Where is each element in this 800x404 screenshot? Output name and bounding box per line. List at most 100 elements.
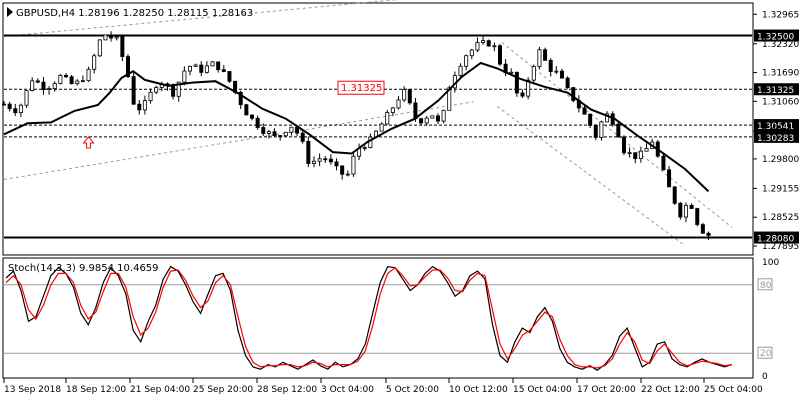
candle-body bbox=[80, 80, 85, 83]
candle-body bbox=[695, 208, 700, 226]
stoch-title: Stoch(14,3,3) 9.9854 10.4659 bbox=[8, 263, 159, 274]
candle-body bbox=[588, 113, 593, 126]
candle-body bbox=[41, 81, 46, 90]
time-tick-label: 21 Sep 04:00 bbox=[130, 385, 190, 395]
moving-average bbox=[3, 61, 710, 193]
up-arrow-icon bbox=[82, 136, 95, 149]
candle-body bbox=[531, 66, 536, 81]
candle-body bbox=[430, 115, 435, 119]
level-tag-text-1.32500: 1.32500 bbox=[757, 33, 794, 43]
price-levels: 1.32500 1.31325 1.31325 1.30541 1.30283 1.280… bbox=[4, 29, 799, 245]
candle-body bbox=[571, 87, 576, 101]
candle-body bbox=[481, 40, 486, 44]
level-tag-1.32500 bbox=[754, 29, 799, 42]
candle-body bbox=[706, 232, 711, 236]
channel-line-ascending bbox=[3, 0, 398, 37]
candle-body bbox=[396, 99, 401, 109]
candlesticks bbox=[2, 31, 711, 240]
price-tick-label: 1.32965 bbox=[762, 10, 799, 20]
level-tag-1.28080 bbox=[754, 231, 799, 244]
candle-body bbox=[86, 68, 91, 82]
candle-body bbox=[340, 165, 345, 175]
channel-lines bbox=[3, 0, 733, 247]
candle-body bbox=[435, 115, 440, 122]
candle-body bbox=[407, 89, 412, 104]
candle-body bbox=[154, 87, 159, 93]
candle-body bbox=[379, 123, 384, 132]
candle-body bbox=[390, 107, 395, 114]
chart-overlays bbox=[82, 136, 95, 149]
candle-body bbox=[216, 61, 221, 71]
candle-body bbox=[317, 158, 322, 162]
candle-body bbox=[244, 104, 249, 116]
level-tag-text-1.30541: 1.30541 bbox=[757, 122, 794, 132]
candle-body bbox=[52, 83, 57, 89]
candle-body bbox=[334, 161, 339, 167]
level-tag-text-1.31325: 1.31325 bbox=[757, 86, 794, 96]
candle-body bbox=[559, 70, 564, 79]
candle-body bbox=[199, 64, 204, 73]
candle-body bbox=[109, 34, 114, 39]
time-tick-label: 13 Sep 2018 bbox=[4, 385, 61, 395]
candle-body bbox=[554, 70, 559, 73]
time-tick-label: 5 Oct 20:00 bbox=[386, 385, 439, 395]
level-note-box bbox=[337, 80, 385, 95]
candle-body bbox=[148, 91, 153, 102]
candle-body bbox=[345, 173, 350, 176]
candle-body bbox=[187, 65, 192, 72]
candle-body bbox=[125, 56, 130, 77]
time-tick-label: 22 Oct 12:00 bbox=[641, 385, 700, 395]
channel-line-descending-lower bbox=[496, 105, 686, 247]
price-tick-label: 1.30415 bbox=[762, 127, 799, 137]
price-tick-label: 1.31060 bbox=[762, 97, 799, 107]
candle-body bbox=[272, 131, 277, 136]
channel-line-descending-upper bbox=[501, 42, 733, 228]
candle-body bbox=[514, 71, 519, 94]
candle-body bbox=[103, 34, 108, 41]
time-tick-label: 25 Sep 20:00 bbox=[193, 385, 253, 395]
time-tick-label: 17 Oct 20:00 bbox=[577, 385, 636, 395]
candle-body bbox=[328, 158, 333, 163]
candle-body bbox=[182, 70, 187, 83]
stochastic-panel: 100 80 20 0 bbox=[4, 258, 779, 382]
stoch-tick-box bbox=[757, 346, 773, 359]
price-tick-label: 1.28525 bbox=[762, 213, 799, 223]
candle-body bbox=[75, 80, 80, 85]
candle-body bbox=[621, 136, 626, 154]
stoch-series-signal bbox=[5, 266, 733, 369]
level-note-text: 1.31325 bbox=[341, 83, 382, 94]
candle-body bbox=[385, 112, 390, 125]
candle-body bbox=[599, 121, 604, 138]
candle-body bbox=[700, 224, 705, 234]
price-axis: 1.32965 1.32320 1.31690 1.31060 1.30415 1.298… bbox=[753, 10, 799, 252]
candle-body bbox=[543, 49, 548, 61]
candle-body bbox=[582, 107, 587, 115]
candle-body bbox=[227, 71, 232, 82]
candle-body bbox=[497, 45, 502, 65]
time-tick-label: 3 Oct 04:00 bbox=[321, 385, 374, 395]
stoch-tick-label: 80 bbox=[760, 281, 772, 291]
level-tag-1.30283 bbox=[754, 130, 799, 143]
price-tick-label: 1.27895 bbox=[762, 242, 799, 252]
candle-body bbox=[255, 117, 260, 128]
level-tag-1.31325 bbox=[754, 83, 799, 96]
candle-body bbox=[47, 88, 52, 90]
candle-body bbox=[458, 65, 463, 76]
candle-body bbox=[69, 76, 74, 85]
candle-body bbox=[469, 49, 474, 57]
expand-arrow-icon[interactable] bbox=[7, 7, 13, 17]
candle-body bbox=[35, 80, 40, 83]
candle-body bbox=[193, 64, 198, 67]
main-panel-frame bbox=[2, 2, 754, 256]
stoch-series-main bbox=[5, 265, 733, 372]
candle-body bbox=[63, 75, 68, 78]
level-tag-1.30541 bbox=[754, 119, 799, 132]
chart-title: GBPUSD,H4 1.28196 1.28250 1.28115 1.2816… bbox=[16, 8, 253, 19]
time-tick-label: 15 Oct 04:00 bbox=[513, 385, 572, 395]
candle-body bbox=[306, 140, 311, 164]
candle-body bbox=[92, 55, 97, 70]
level-tag-text-1.28080: 1.28080 bbox=[757, 235, 794, 245]
candle-body bbox=[627, 152, 632, 155]
price-tick-label: 1.29155 bbox=[762, 184, 799, 194]
